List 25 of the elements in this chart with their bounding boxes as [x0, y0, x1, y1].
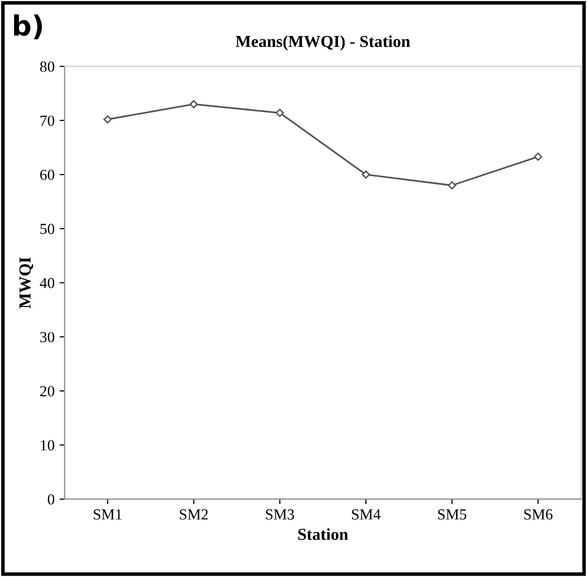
point — [103, 115, 112, 124]
point — [448, 181, 456, 190]
text: b) — [14, 14, 42, 40]
y-tick-label: 20 — [40, 386, 54, 396]
y-tick-label: 40 — [40, 278, 54, 288]
y-tick-label: 0 — [48, 494, 54, 505]
y-tick-label: 10 — [40, 440, 54, 450]
y-tick-label: 30 — [40, 332, 54, 342]
x-tick-label: SM3 — [266, 509, 294, 520]
chart-title: Means(MWQI) - Station — [236, 35, 410, 50]
x-tick-label: SM2 — [180, 509, 208, 520]
x-tick-label: SM4 — [352, 509, 381, 520]
point — [362, 170, 370, 179]
x-tick-label: SM5 — [438, 509, 466, 520]
y-tick-label: 80 — [40, 61, 54, 72]
y-tick-label: 60 — [40, 170, 54, 180]
y-tick-label: 50 — [40, 224, 54, 234]
x-tick-label: SM1 — [94, 509, 122, 520]
point — [534, 152, 542, 161]
point — [276, 108, 284, 118]
x-tick-label: SM6 — [524, 509, 552, 520]
y-axis-title: MWQI — [19, 257, 34, 308]
y-tick-label: 70 — [40, 116, 54, 126]
point — [190, 100, 198, 108]
x-axis-title: Station — [298, 528, 348, 540]
